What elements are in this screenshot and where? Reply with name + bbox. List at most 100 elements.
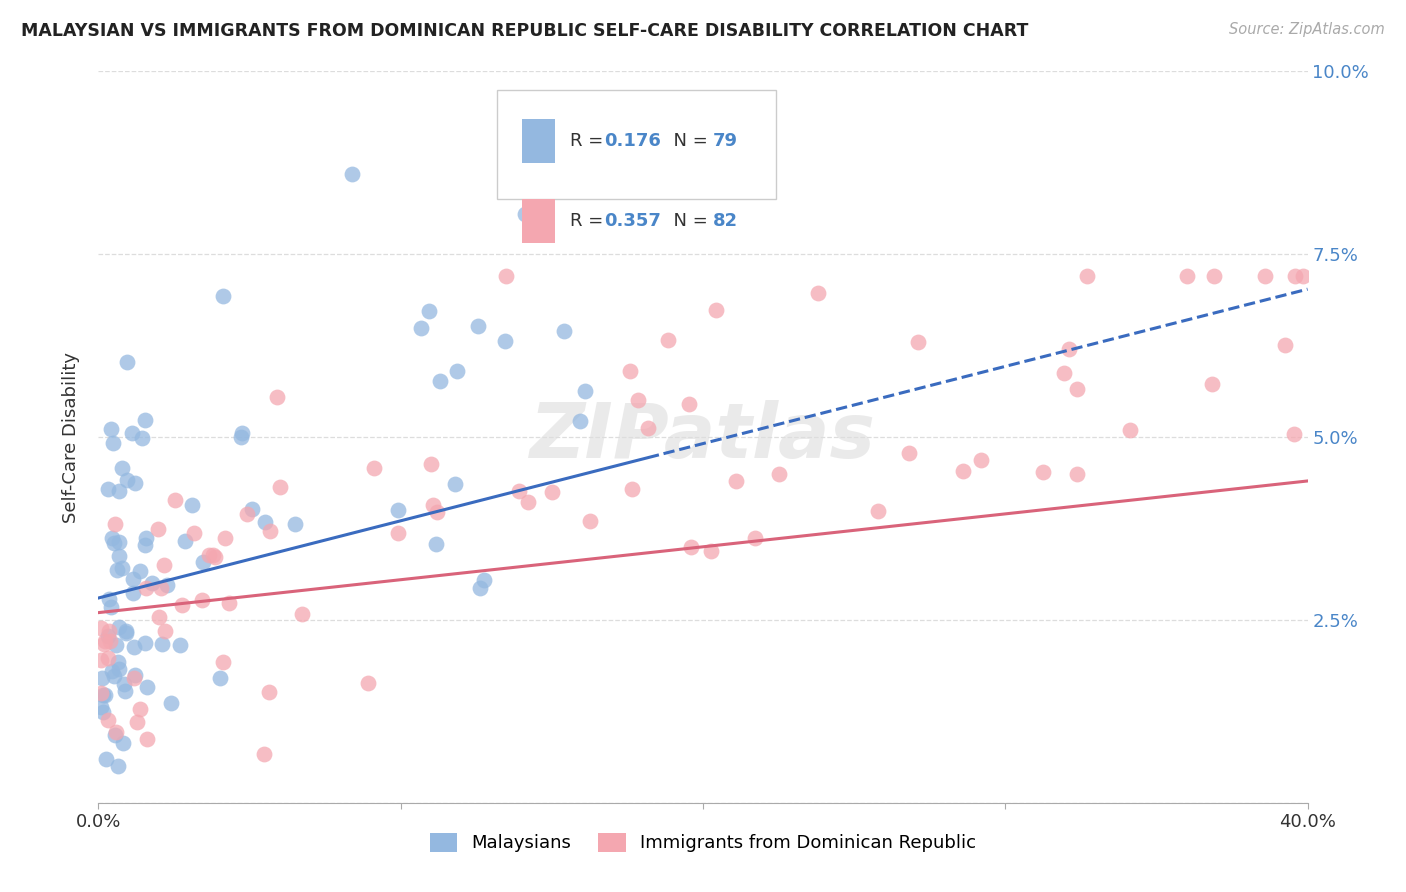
- Point: [104, 516, 127, 531]
- Point: [284, 516, 307, 531]
- Point: [204, 549, 226, 564]
- Point: [191, 555, 214, 569]
- Point: [105, 563, 128, 577]
- Point: [160, 696, 183, 710]
- Point: [150, 637, 173, 651]
- Point: [124, 671, 146, 685]
- Point: [94, 688, 117, 702]
- Point: [952, 465, 974, 479]
- Point: [153, 558, 176, 573]
- Point: [149, 582, 172, 596]
- Point: [202, 548, 225, 562]
- Point: [111, 461, 134, 475]
- Point: [1274, 338, 1296, 352]
- Point: [425, 537, 447, 551]
- Point: [1119, 423, 1142, 437]
- Point: [115, 626, 138, 640]
- Point: [174, 533, 197, 548]
- Point: [363, 460, 385, 475]
- Point: [411, 321, 433, 335]
- Point: [387, 525, 409, 540]
- Point: [169, 638, 191, 652]
- Point: [467, 318, 489, 333]
- Point: [121, 586, 143, 600]
- Point: [107, 655, 129, 669]
- Point: [107, 759, 129, 773]
- Point: [112, 736, 135, 750]
- Point: [156, 578, 179, 592]
- Point: [115, 473, 138, 487]
- Point: [135, 581, 157, 595]
- Point: [107, 549, 129, 563]
- Point: [101, 665, 124, 679]
- Y-axis label: Self-Care Disability: Self-Care Disability: [62, 351, 80, 523]
- Point: [146, 522, 169, 536]
- Point: [108, 662, 131, 676]
- Point: [122, 640, 145, 655]
- Point: [768, 467, 790, 481]
- Point: [517, 495, 540, 509]
- Text: 82: 82: [713, 212, 738, 230]
- Text: 0.176: 0.176: [603, 132, 661, 150]
- Point: [101, 435, 124, 450]
- Point: [155, 624, 177, 639]
- Point: [419, 458, 441, 472]
- Point: [107, 620, 129, 634]
- Point: [103, 668, 125, 682]
- Point: [117, 355, 139, 369]
- Point: [136, 681, 159, 695]
- Point: [1076, 269, 1098, 284]
- Point: [425, 505, 447, 519]
- Point: [134, 636, 156, 650]
- Point: [112, 677, 135, 691]
- Point: [135, 732, 157, 747]
- Point: [970, 453, 993, 467]
- Point: [1066, 382, 1088, 396]
- Point: [574, 384, 596, 399]
- Text: MALAYSIAN VS IMMIGRANTS FROM DOMINICAN REPUBLIC SELF-CARE DISABILITY CORRELATION: MALAYSIAN VS IMMIGRANTS FROM DOMINICAN R…: [21, 22, 1028, 40]
- Point: [121, 572, 143, 586]
- Point: [229, 430, 252, 444]
- Point: [1201, 376, 1223, 391]
- Point: [744, 531, 766, 545]
- Point: [108, 483, 131, 498]
- Point: [97, 624, 120, 639]
- Text: 79: 79: [713, 132, 738, 150]
- Point: [1066, 467, 1088, 481]
- Point: [1175, 269, 1198, 284]
- Point: [134, 537, 156, 551]
- Point: [105, 638, 128, 652]
- Point: [340, 167, 363, 181]
- Point: [124, 668, 146, 682]
- Point: [1202, 269, 1225, 284]
- Point: [114, 684, 136, 698]
- Point: [619, 364, 641, 378]
- Point: [508, 483, 530, 498]
- Point: [180, 498, 202, 512]
- Text: N =: N =: [662, 132, 713, 150]
- Point: [90, 671, 112, 685]
- Point: [183, 525, 205, 540]
- Point: [108, 535, 131, 549]
- Legend: Malaysians, Immigrants from Dominican Republic: Malaysians, Immigrants from Dominican Re…: [423, 826, 983, 860]
- Point: [209, 671, 232, 685]
- Point: [444, 476, 467, 491]
- Point: [418, 303, 440, 318]
- Point: [257, 685, 280, 699]
- Point: [90, 653, 112, 667]
- Point: [422, 499, 444, 513]
- FancyBboxPatch shape: [498, 90, 776, 200]
- Point: [134, 413, 156, 427]
- Point: [104, 728, 127, 742]
- Point: [135, 531, 157, 545]
- Point: [212, 655, 235, 669]
- Point: [240, 502, 263, 516]
- Point: [98, 634, 121, 648]
- Point: [214, 531, 236, 545]
- Point: [125, 715, 148, 730]
- Text: N =: N =: [662, 212, 713, 230]
- Point: [513, 207, 536, 221]
- Point: [94, 634, 117, 648]
- Point: [231, 425, 253, 440]
- Point: [115, 624, 138, 638]
